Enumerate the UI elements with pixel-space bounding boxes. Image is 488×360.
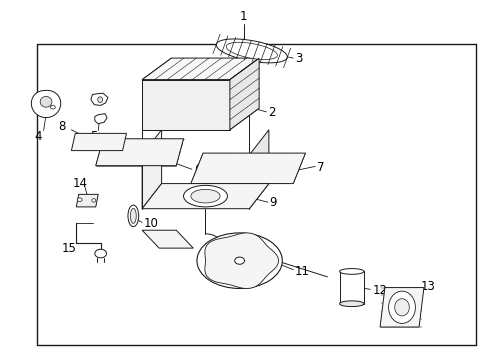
Polygon shape (142, 130, 161, 209)
Ellipse shape (188, 104, 197, 111)
Ellipse shape (188, 90, 197, 97)
Ellipse shape (150, 104, 158, 111)
Text: 13: 13 (420, 280, 435, 293)
Polygon shape (216, 39, 287, 63)
Polygon shape (95, 249, 106, 258)
Text: 3: 3 (295, 51, 302, 64)
Polygon shape (76, 194, 98, 207)
Text: 4: 4 (35, 130, 42, 144)
Polygon shape (229, 58, 259, 130)
Polygon shape (339, 271, 363, 304)
Text: 8: 8 (58, 121, 65, 134)
Ellipse shape (394, 299, 408, 316)
Ellipse shape (339, 301, 363, 307)
Ellipse shape (169, 118, 178, 124)
Ellipse shape (208, 104, 217, 111)
Polygon shape (96, 139, 183, 166)
Text: 7: 7 (316, 161, 324, 174)
Ellipse shape (197, 233, 282, 288)
Text: 9: 9 (269, 197, 276, 210)
Polygon shape (142, 184, 268, 209)
Polygon shape (226, 42, 277, 59)
Polygon shape (71, 134, 126, 150)
Polygon shape (190, 153, 305, 184)
Ellipse shape (150, 90, 158, 97)
Ellipse shape (183, 185, 227, 207)
Text: 15: 15 (61, 242, 76, 255)
Ellipse shape (339, 269, 363, 274)
Ellipse shape (234, 257, 244, 264)
Ellipse shape (190, 189, 220, 203)
Ellipse shape (208, 118, 217, 124)
Polygon shape (249, 130, 268, 209)
Polygon shape (142, 58, 259, 80)
Text: 14: 14 (72, 177, 87, 190)
Polygon shape (204, 233, 278, 288)
Text: 12: 12 (371, 284, 386, 297)
Polygon shape (142, 80, 229, 130)
Ellipse shape (50, 105, 55, 109)
Ellipse shape (98, 97, 102, 103)
Polygon shape (40, 96, 52, 107)
Text: 2: 2 (267, 106, 275, 119)
Text: 1: 1 (239, 10, 246, 23)
Polygon shape (91, 93, 108, 105)
Ellipse shape (388, 291, 415, 323)
Polygon shape (142, 230, 193, 248)
Ellipse shape (150, 118, 158, 124)
Polygon shape (379, 288, 423, 327)
Text: 11: 11 (294, 265, 308, 278)
Ellipse shape (169, 104, 178, 111)
Text: 6: 6 (193, 163, 201, 176)
Ellipse shape (130, 208, 136, 224)
Ellipse shape (188, 118, 197, 124)
Text: 10: 10 (144, 217, 159, 230)
Ellipse shape (128, 205, 139, 226)
Ellipse shape (169, 90, 178, 97)
Polygon shape (31, 90, 61, 118)
Polygon shape (95, 114, 107, 124)
Ellipse shape (77, 198, 82, 202)
Ellipse shape (208, 90, 217, 97)
Ellipse shape (92, 199, 96, 202)
Text: 5: 5 (89, 130, 97, 144)
